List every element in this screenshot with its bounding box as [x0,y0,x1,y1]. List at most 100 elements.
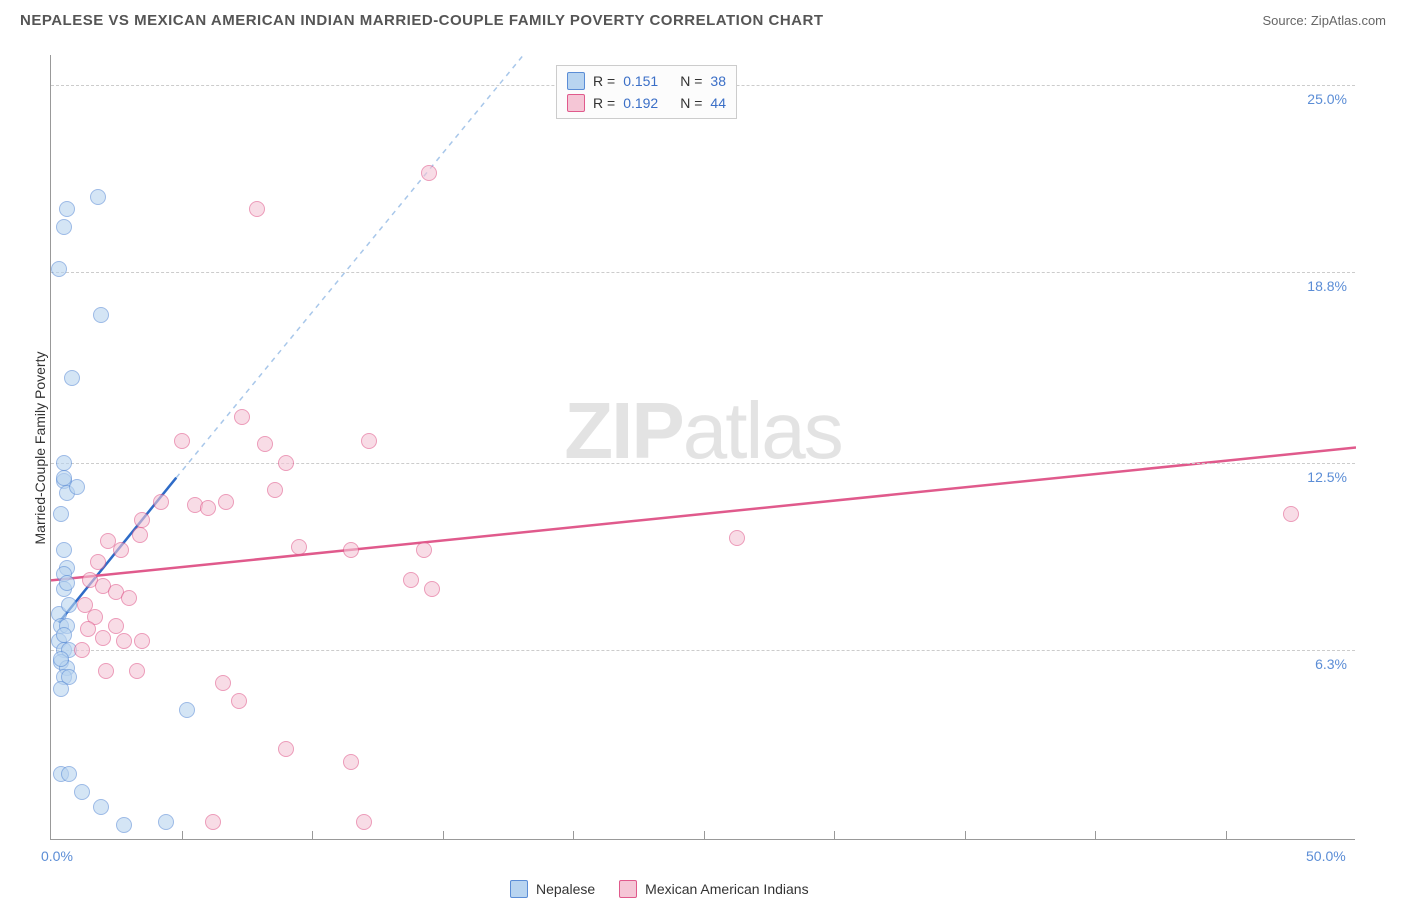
series-legend-item: Mexican American Indians [619,880,808,898]
data-point [267,482,283,498]
gridline-horizontal [51,650,1355,651]
x-minor-tick [573,831,574,839]
chart-header: NEPALESE VS MEXICAN AMERICAN INDIAN MARR… [0,0,1406,37]
series-legend: Nepalese Mexican American Indians [510,880,809,898]
legend-swatch [510,880,528,898]
correlation-legend-row: R = 0.192 N = 44 [567,92,726,114]
data-point [174,433,190,449]
data-point [129,663,145,679]
data-point [56,219,72,235]
data-point [56,542,72,558]
y-axis-title: Married-Couple Family Poverty [32,351,48,544]
data-point [98,663,114,679]
x-minor-tick [965,831,966,839]
y-tick-label: 18.8% [1307,278,1347,294]
scatter-chart: Married-Couple Family Poverty ZIPatlas 6… [50,55,1390,840]
data-point [59,575,75,591]
data-point [61,766,77,782]
data-point [179,702,195,718]
data-point [278,741,294,757]
plot-area: ZIPatlas 6.3%12.5%18.8%25.0%0.0%50.0% [50,55,1355,840]
data-point [59,201,75,217]
data-point [51,261,67,277]
n-value: 44 [710,95,726,111]
gridline-horizontal [51,272,1355,273]
r-value: 0.192 [623,95,658,111]
trend-lines-layer [51,55,1356,840]
data-point [64,370,80,386]
data-point [90,554,106,570]
series-name: Mexican American Indians [645,881,808,897]
legend-swatch [619,880,637,898]
correlation-legend: R = 0.151 N = 38 R = 0.192 N = 44 [556,65,737,119]
n-value: 38 [710,73,726,89]
data-point [108,618,124,634]
r-label: R = [593,95,615,111]
gridline-horizontal [51,463,1355,464]
data-point [61,597,77,613]
data-point [421,165,437,181]
data-point [278,455,294,471]
data-point [116,817,132,833]
data-point [93,307,109,323]
x-minor-tick [834,831,835,839]
data-point [93,799,109,815]
data-point [215,675,231,691]
n-label: N = [680,73,702,89]
data-point [356,814,372,830]
data-point [132,527,148,543]
y-tick-label: 25.0% [1307,91,1347,107]
data-point [1283,506,1299,522]
data-point [53,681,69,697]
data-point [74,642,90,658]
y-tick-label: 6.3% [1315,656,1347,672]
data-point [56,627,72,643]
source-attribution: Source: ZipAtlas.com [1262,13,1386,28]
data-point [205,814,221,830]
series-name: Nepalese [536,881,595,897]
chart-title: NEPALESE VS MEXICAN AMERICAN INDIAN MARR… [20,12,824,29]
data-point [343,542,359,558]
legend-swatch [567,72,585,90]
data-point [249,201,265,217]
data-point [729,530,745,546]
x-minor-tick [704,831,705,839]
x-minor-tick [1095,831,1096,839]
correlation-legend-row: R = 0.151 N = 38 [567,70,726,92]
data-point [53,651,69,667]
data-point [361,433,377,449]
x-minor-tick [443,831,444,839]
n-label: N = [680,95,702,111]
data-point [234,409,250,425]
data-point [53,506,69,522]
data-point [74,784,90,800]
data-point [153,494,169,510]
series-legend-item: Nepalese [510,880,595,898]
x-minor-tick [312,831,313,839]
data-point [116,633,132,649]
data-point [257,436,273,452]
data-point [416,542,432,558]
data-point [113,542,129,558]
data-point [90,189,106,205]
data-point [134,633,150,649]
data-point [403,572,419,588]
data-point [424,581,440,597]
r-label: R = [593,73,615,89]
legend-swatch [567,94,585,112]
x-minor-tick [182,831,183,839]
data-point [158,814,174,830]
data-point [69,479,85,495]
data-point [80,621,96,637]
x-minor-tick [1226,831,1227,839]
data-point [121,590,137,606]
x-tick-label: 50.0% [1306,848,1346,864]
data-point [343,754,359,770]
x-tick-label: 0.0% [41,848,73,864]
data-point [56,455,72,471]
data-point [218,494,234,510]
r-value: 0.151 [623,73,658,89]
data-point [134,512,150,528]
data-point [200,500,216,516]
y-tick-label: 12.5% [1307,469,1347,485]
